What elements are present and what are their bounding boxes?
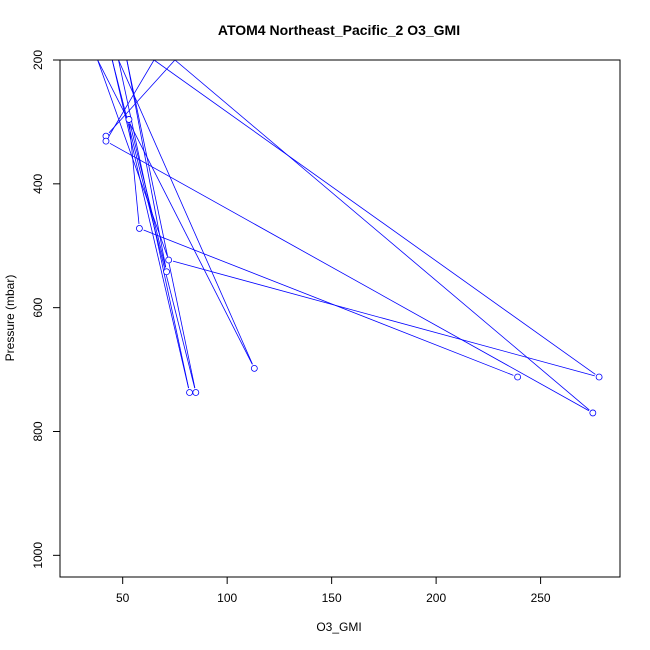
data-point — [192, 389, 200, 396]
data-point — [250, 364, 258, 372]
y-axis-label: Pressure (mbar) — [3, 275, 17, 362]
data-point — [102, 137, 110, 145]
data-point — [163, 268, 170, 276]
y-axis: 200 400 600 800 1000 — [31, 50, 61, 569]
series-line-segment — [129, 123, 166, 268]
series-line-segment — [107, 60, 155, 138]
x-axis: 50 100 150 200 250 — [116, 576, 551, 605]
series-line-segment — [153, 60, 596, 375]
chart-title: ATOM4 Northeast_Pacific_2 O3_GMI — [218, 22, 460, 38]
x-axis-label: O3_GMI — [316, 620, 361, 634]
series-line-segment — [111, 60, 189, 389]
marker-layer — [102, 116, 603, 417]
series-line-segment — [128, 123, 140, 224]
y-tick-label: 200 — [31, 50, 45, 70]
x-tick-label: 200 — [426, 591, 446, 605]
data-point — [165, 256, 173, 264]
y-tick-label: 800 — [31, 421, 45, 441]
series-line-segment — [118, 60, 253, 365]
y-tick-label: 600 — [31, 297, 45, 317]
x-tick-label: 250 — [531, 591, 551, 605]
plot-area-box — [59, 59, 621, 578]
data-point — [589, 409, 597, 417]
data-point — [514, 373, 522, 381]
data-point — [125, 116, 133, 123]
series-line-segment — [126, 60, 196, 389]
y-tick-label: 400 — [31, 174, 45, 194]
series-line-segment — [109, 142, 590, 412]
series-line-segment — [108, 60, 176, 134]
series-line-segment — [172, 260, 595, 377]
x-tick-label: 150 — [322, 591, 342, 605]
series-layer — [97, 60, 596, 412]
series-line-segment — [174, 60, 590, 411]
y-tick-label: 1000 — [31, 542, 45, 569]
data-point — [136, 225, 143, 232]
series-line-segment — [111, 60, 196, 389]
data-point — [186, 389, 193, 396]
x-tick-label: 100 — [217, 591, 237, 605]
data-point — [595, 373, 603, 381]
series-line-segment — [97, 60, 253, 365]
series-line-segment — [143, 229, 514, 376]
x-tick-label: 50 — [116, 591, 130, 605]
series-line-segment — [126, 60, 167, 268]
